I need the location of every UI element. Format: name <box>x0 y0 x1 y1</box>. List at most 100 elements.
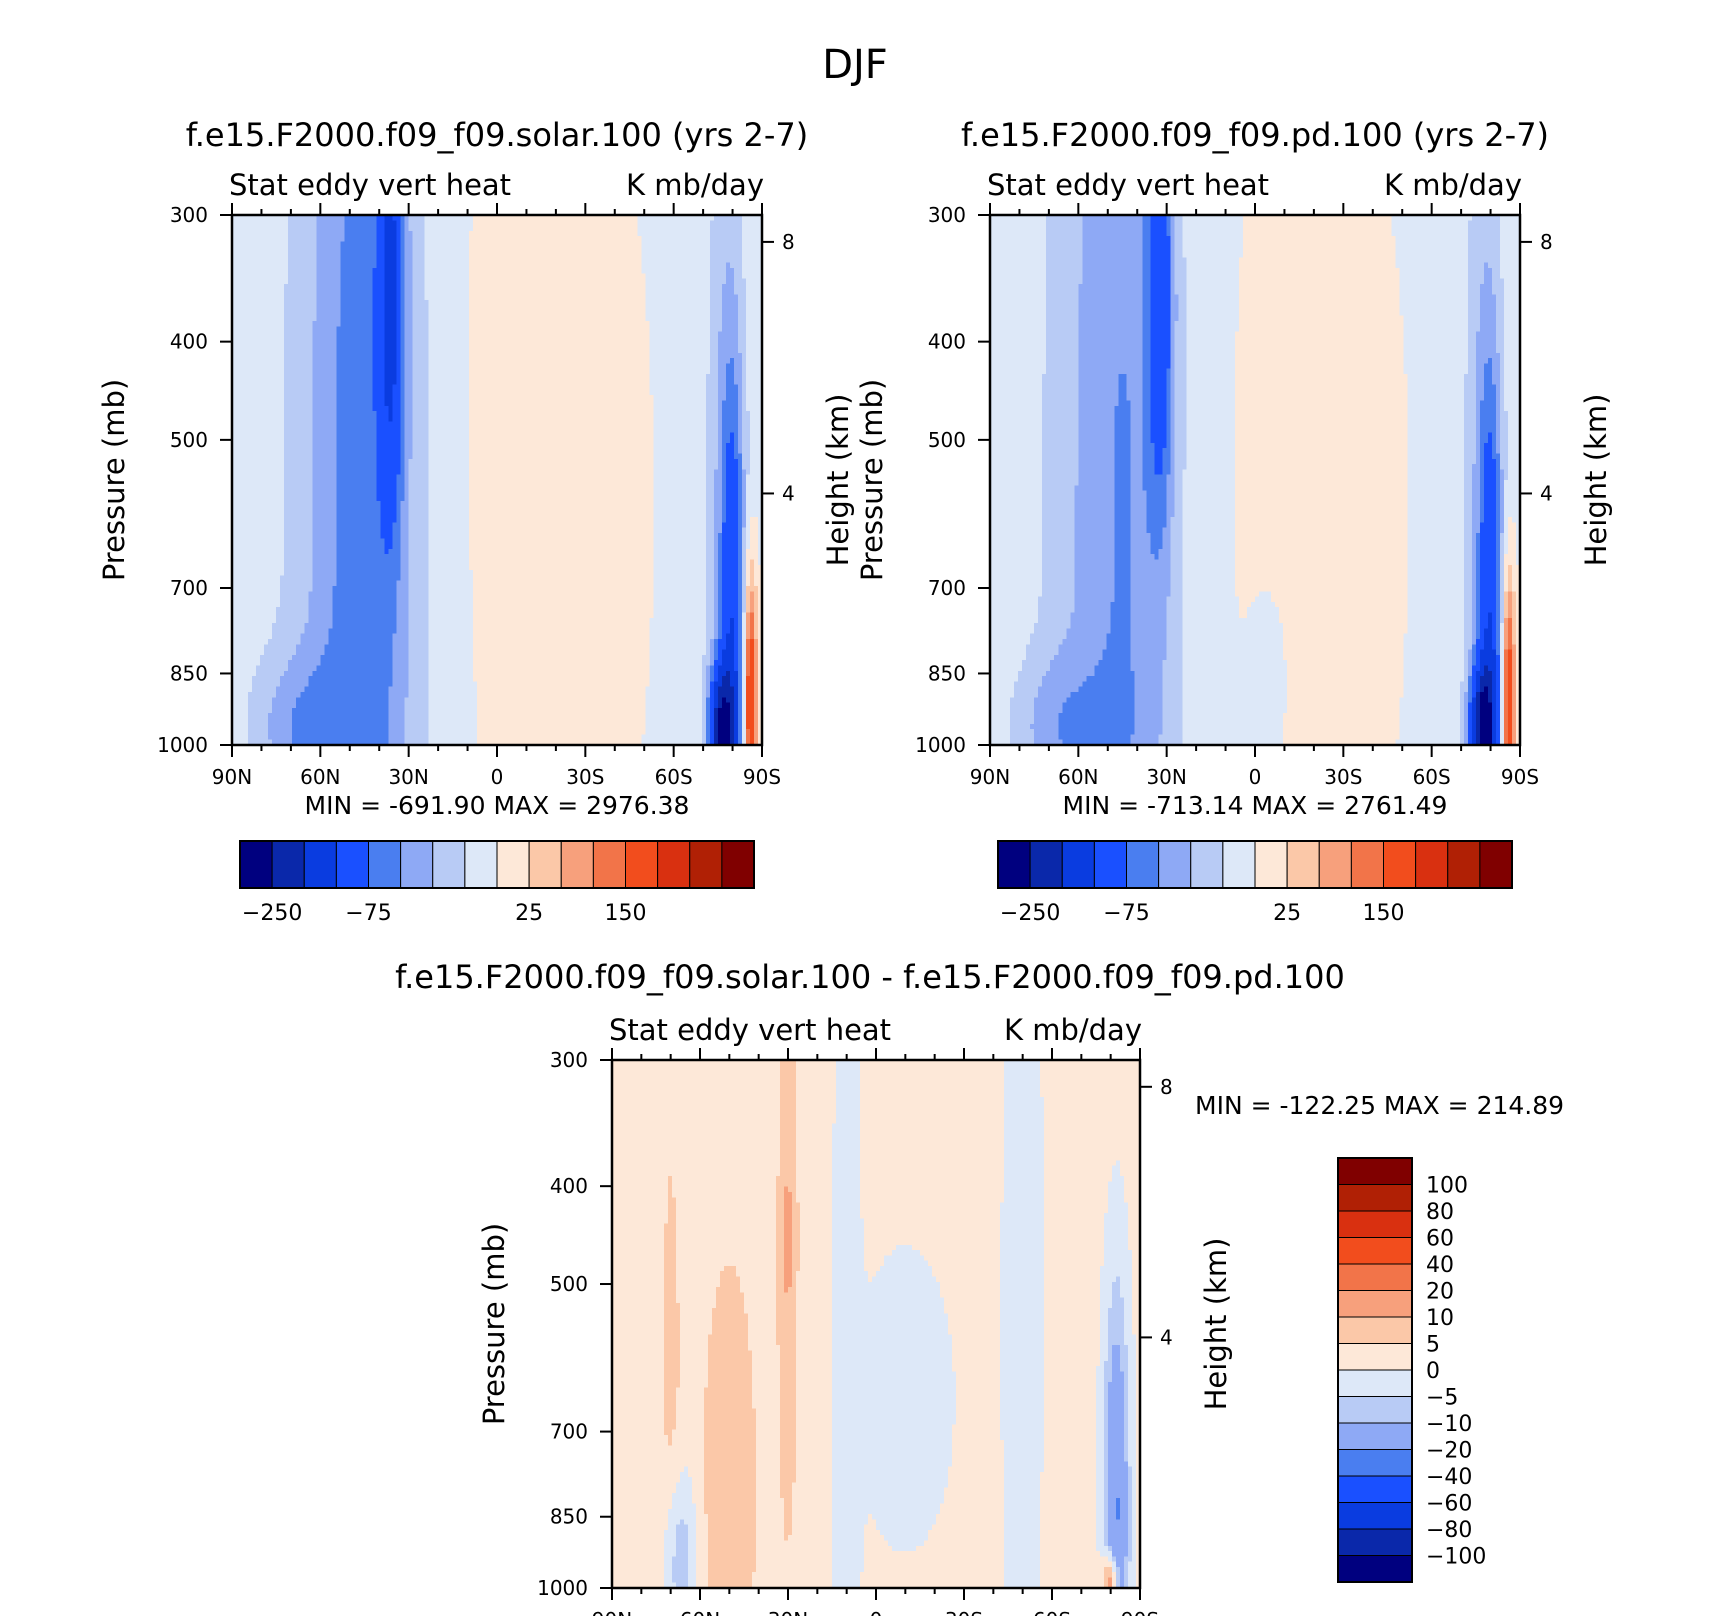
heatmap-cell <box>705 379 711 386</box>
heatmap-cell <box>404 220 410 227</box>
heatmap-cell <box>352 374 358 380</box>
heatmap-cell <box>376 389 382 396</box>
heatmap-cell <box>384 230 390 237</box>
heatmap-cell <box>645 225 651 232</box>
heatmap-cell <box>713 215 719 221</box>
heatmap-cell <box>268 405 273 412</box>
heatmap-cell <box>721 289 727 296</box>
heatmap-cell <box>260 289 265 296</box>
heatmap-cell <box>693 305 699 311</box>
heatmap-cell <box>276 252 281 258</box>
heatmap-cell <box>276 278 281 285</box>
heatmap-cell <box>697 400 703 407</box>
heatmap-cell <box>717 236 723 243</box>
heatmap-cell <box>436 321 442 327</box>
heatmap-cell <box>464 342 470 349</box>
heatmap-cell <box>657 336 663 343</box>
heatmap-cell <box>380 363 386 370</box>
heatmap-cell <box>396 215 402 221</box>
heatmap-cell <box>316 283 321 290</box>
heatmap-cell <box>288 310 293 317</box>
heatmap-cell <box>669 262 675 269</box>
heatmap-cell <box>408 220 414 227</box>
heatmap-cell <box>725 220 731 227</box>
heatmap-cell <box>673 384 679 391</box>
heatmap-cell <box>480 257 486 264</box>
heatmap-cell <box>356 294 362 301</box>
heatmap-cell <box>605 331 611 338</box>
heatmap-cell <box>460 310 466 317</box>
heatmap-cell <box>280 220 285 227</box>
heatmap-cell <box>492 236 498 243</box>
heatmap-cell <box>637 299 643 306</box>
heatmap-cell <box>733 342 739 349</box>
heatmap-cell <box>565 246 570 253</box>
heatmap-cell <box>701 283 707 290</box>
heatmap-cell <box>561 374 566 380</box>
heatmap-cell <box>585 236 590 243</box>
heatmap-cell <box>521 241 526 248</box>
heatmap-cell <box>569 326 574 333</box>
heatmap-cell <box>284 220 289 227</box>
heatmap-cell <box>280 336 285 343</box>
heatmap-cell <box>717 379 723 386</box>
heatmap-cell <box>360 315 366 322</box>
heatmap-cell <box>284 241 289 248</box>
heatmap-cell <box>497 395 502 402</box>
heatmap-cell <box>733 299 739 306</box>
heatmap-cell <box>288 262 293 269</box>
heatmap-cell <box>464 215 470 221</box>
heatmap-cell <box>533 405 538 412</box>
heatmap-cell <box>497 326 502 333</box>
heatmap-cell <box>501 310 506 317</box>
heatmap-cell <box>484 215 490 221</box>
heatmap-cell <box>236 384 241 391</box>
heatmap-cell <box>729 220 735 227</box>
heatmap-cell <box>497 236 502 243</box>
heatmap-cell <box>344 331 350 338</box>
heatmap-cell <box>408 347 414 354</box>
heatmap-cell <box>693 395 699 402</box>
heatmap-cell <box>701 252 707 258</box>
heatmap-cell <box>256 289 261 296</box>
heatmap-cell <box>424 389 430 396</box>
heatmap-cell <box>316 374 321 380</box>
heatmap-cell <box>725 294 731 301</box>
heatmap-cell <box>468 326 474 333</box>
heatmap-cell <box>601 225 607 232</box>
heatmap-cell <box>745 352 751 359</box>
heatmap-cell <box>348 331 354 338</box>
heatmap-cell <box>292 352 297 359</box>
heatmap-cell <box>697 379 703 386</box>
heatmap-cell <box>440 294 446 301</box>
heatmap-cell <box>304 230 309 237</box>
heatmap-cell <box>629 400 635 407</box>
heatmap-cell <box>360 389 366 396</box>
heatmap-cell <box>248 321 253 327</box>
heatmap-cell <box>561 299 566 306</box>
heatmap-cell <box>336 310 342 317</box>
heatmap-cell <box>428 299 434 306</box>
heatmap-cell <box>653 352 659 359</box>
heatmap-cell <box>597 236 602 243</box>
heatmap-cell <box>392 220 398 227</box>
heatmap-cell <box>565 374 570 380</box>
heatmap-cell <box>284 268 289 274</box>
heatmap-cell <box>396 321 402 327</box>
heatmap-cell <box>625 379 631 386</box>
heatmap-cell <box>464 289 470 296</box>
heatmap-cell <box>416 374 422 380</box>
heatmap-cell <box>428 257 434 264</box>
heatmap-cell <box>256 299 261 306</box>
heatmap-cell <box>256 230 261 237</box>
heatmap-cell <box>272 289 277 296</box>
heatmap-cell <box>749 326 755 333</box>
heatmap-cell <box>513 252 518 258</box>
heatmap-cell <box>601 220 607 227</box>
heatmap-cell <box>701 257 707 264</box>
heatmap-cell <box>513 294 518 301</box>
heatmap-cell <box>701 363 707 370</box>
heatmap-cell <box>412 389 418 396</box>
heatmap-cell <box>312 289 317 296</box>
heatmap-cell <box>324 230 329 237</box>
